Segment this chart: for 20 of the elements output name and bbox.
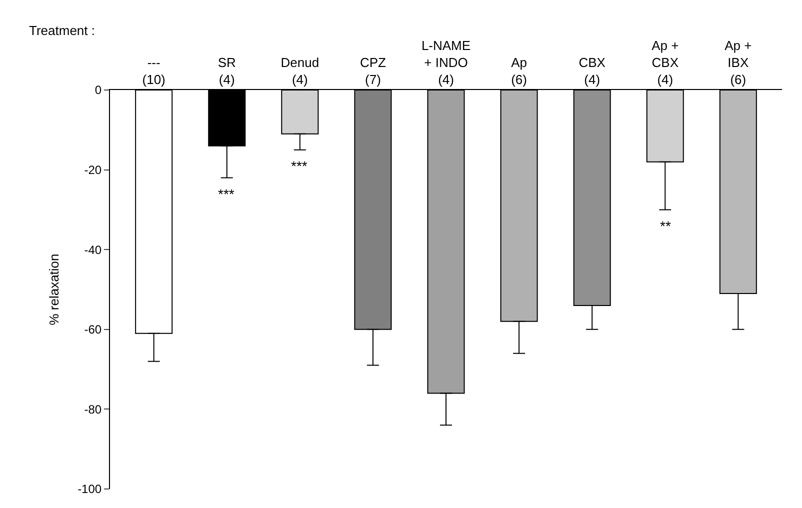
y-tick-label: -80 [84,402,102,416]
y-tick-label: -40 [84,242,102,257]
x-tick-label: Ap + CBX (4) [652,38,679,87]
x-axis-title: Treatment : [29,23,95,38]
x-tick-label: Ap + IBX (6) [724,38,752,87]
y-tick-label: -60 [84,322,102,337]
x-tick-label: SR (4) [218,54,236,87]
annotation: ** [660,218,672,234]
x-tick-label: Denud (4) [280,54,320,87]
y-tick-label: -100 [78,482,102,496]
x-tick-label: CBX (4) [578,54,606,87]
x-tick-label: L-NAME + INDO (4) [421,38,471,87]
y-tick-label: -20 [84,163,102,177]
x-tick-label: CPZ (7) [360,54,386,87]
annotation: *** [291,158,308,174]
x-tick-label: --- (10) [142,54,166,87]
y-axis-title: % relaxation [46,254,62,326]
annotation: *** [218,186,235,202]
y-tick-label: 0 [94,83,102,98]
x-tick-label: Ap (6) [511,54,527,87]
